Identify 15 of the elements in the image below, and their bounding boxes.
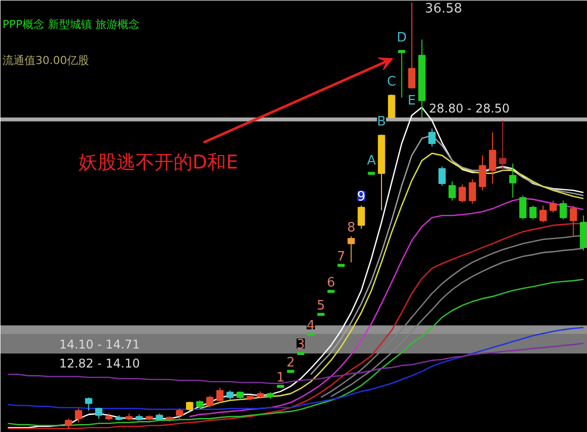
candlestick [560, 200, 567, 220]
candlestick [85, 396, 92, 412]
candlestick [74, 408, 82, 424]
candlestick [529, 205, 537, 220]
candlestick [176, 408, 184, 420]
candlestick [509, 163, 516, 198]
candlestick [95, 407, 102, 420]
candlestick [186, 401, 194, 413]
candlestick [206, 395, 214, 408]
candlestick [539, 205, 547, 223]
candlestick [64, 418, 72, 429]
candlestick [550, 200, 557, 214]
candlestick [216, 387, 224, 404]
candlestick [570, 205, 577, 236]
candlestick [519, 194, 527, 220]
